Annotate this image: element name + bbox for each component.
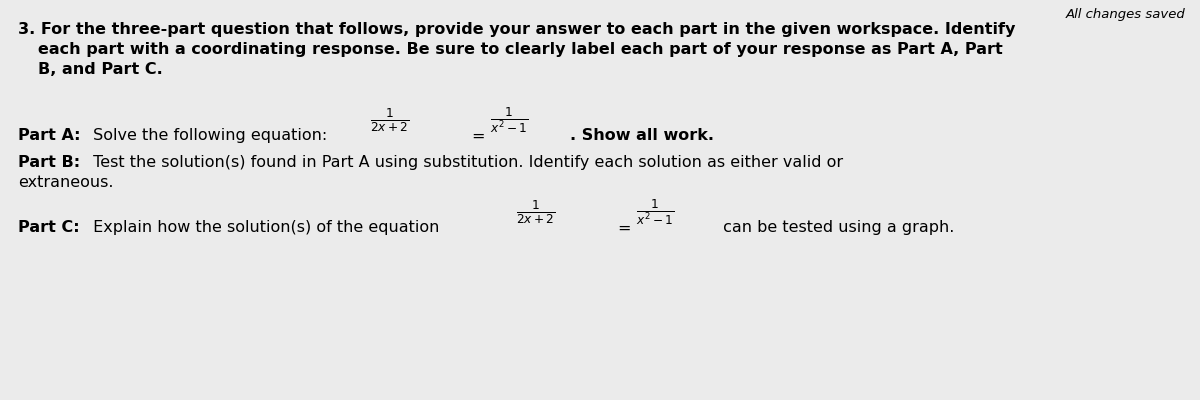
Text: $\frac{1}{x^2-1}$: $\frac{1}{x^2-1}$ xyxy=(636,197,674,227)
Text: Explain how the solution(s) of the equation: Explain how the solution(s) of the equat… xyxy=(88,220,439,235)
Text: Part A:: Part A: xyxy=(18,128,80,143)
Text: All changes saved: All changes saved xyxy=(1066,8,1186,21)
Text: B, and Part C.: B, and Part C. xyxy=(38,62,163,77)
Text: Test the solution(s) found in Part A using substitution. Identify each solution : Test the solution(s) found in Part A usi… xyxy=(88,155,844,170)
Text: $\frac{1}{2x+2}$: $\frac{1}{2x+2}$ xyxy=(516,198,556,226)
Text: $\frac{1}{x^2-1}$: $\frac{1}{x^2-1}$ xyxy=(490,105,528,135)
Text: Part B:: Part B: xyxy=(18,155,80,170)
Text: Solve the following equation:: Solve the following equation: xyxy=(88,128,328,143)
Text: $=$: $=$ xyxy=(468,128,485,143)
Text: can be tested using a graph.: can be tested using a graph. xyxy=(718,220,954,235)
Text: Part C:: Part C: xyxy=(18,220,79,235)
Text: each part with a coordinating response. Be sure to clearly label each part of yo: each part with a coordinating response. … xyxy=(38,42,1003,57)
Text: extraneous.: extraneous. xyxy=(18,175,114,190)
Text: . Show all work.: . Show all work. xyxy=(570,128,714,143)
Text: 3. For the three-part question that follows, provide your answer to each part in: 3. For the three-part question that foll… xyxy=(18,22,1015,37)
Text: $=$: $=$ xyxy=(614,220,631,235)
Text: $\frac{1}{2x+2}$: $\frac{1}{2x+2}$ xyxy=(370,106,409,134)
